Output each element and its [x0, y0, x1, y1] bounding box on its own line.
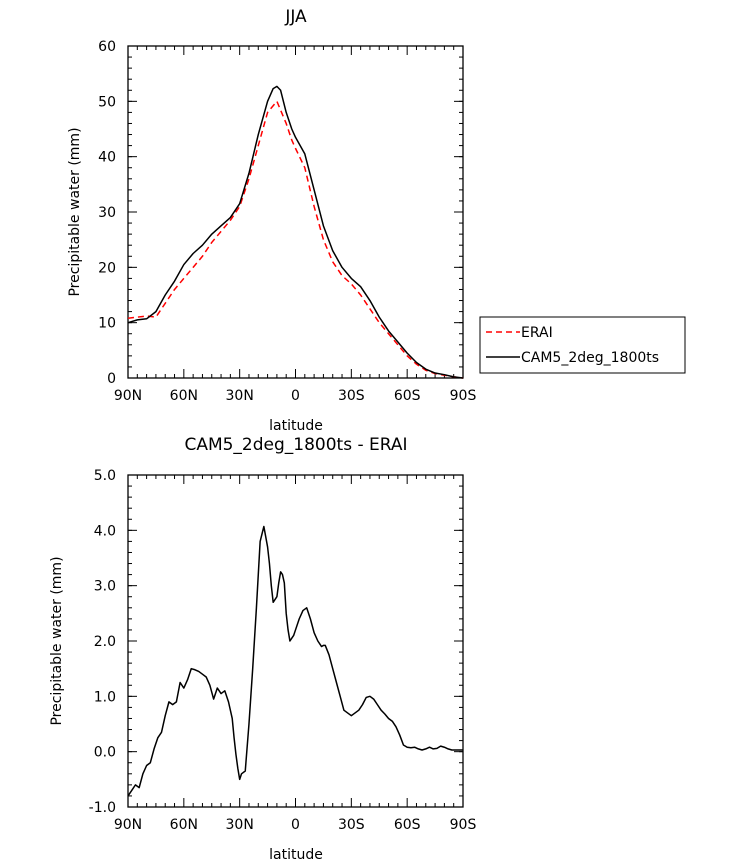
bottom-chart-title: CAM5_2deg_1800ts - ERAI: [184, 435, 407, 455]
top-series-group: [127, 85, 464, 379]
top-x-axis-label: latitude: [269, 418, 323, 434]
top-chart-title: JJA: [284, 7, 307, 27]
bottom-x-tick-label: 90S: [450, 817, 477, 833]
bottom-x-axis-label: latitude: [269, 847, 323, 863]
legend-cam5-label: CAM5_2deg_1800ts: [521, 350, 659, 366]
bottom-y-tick-label: 3.0: [94, 579, 116, 595]
bottom-x-tick-label: 30N: [226, 817, 254, 833]
bottom-y-tick-label: 1.0: [94, 689, 116, 705]
top-y-axis-label: Precipitable water (mm): [67, 127, 83, 296]
top-x-tick-label: 0: [291, 388, 300, 404]
top-y-tick-label: 30: [98, 205, 116, 221]
bottom-panel: CAM5_2deg_1800ts - ERAI 90N 60N 30N 0 30S 60S…: [49, 435, 476, 863]
bottom-x-tick-label: 60N: [170, 817, 198, 833]
top-panel: JJA 90N 60N 30N 0 30S 60S 90S 0 10 20 30 40 50 60 lat…: [67, 7, 476, 434]
top-y-tick-label: 20: [98, 260, 116, 276]
top-plot-frame: [127, 45, 464, 379]
bottom-x-tick-label: 0: [291, 817, 300, 833]
bottom-y-tick-label: -1.0: [89, 800, 116, 816]
bottom-y-tick-label: 4.0: [94, 523, 116, 539]
legend-box: [479, 316, 686, 374]
bottom-series-line-diff-0: [127, 525, 463, 797]
legend-erai-label: ERAI: [521, 325, 553, 341]
top-x-tick-label: 30N: [226, 388, 254, 404]
top-y-tick-label: 50: [98, 94, 116, 110]
top-x-tick-label: 60N: [170, 388, 198, 404]
bottom-y-axis-label: Precipitable water (mm): [49, 556, 65, 725]
top-series-line-erai: [127, 100, 464, 379]
bottom-plot-frame: [127, 474, 464, 808]
top-y-tick-label: 60: [98, 39, 116, 55]
top-series-line-cam5-2deg-1800ts: [127, 85, 464, 379]
bottom-y-tick-label: 5.0: [94, 468, 116, 484]
top-y-tick-label: 40: [98, 150, 116, 166]
bottom-x-tick-label: 30S: [338, 817, 365, 833]
top-x-tick-label: 30S: [338, 388, 365, 404]
top-x-tick-label: 60S: [394, 388, 421, 404]
bottom-y-tick-label: 0.0: [94, 745, 116, 761]
top-y-tick-label: 0: [107, 371, 116, 387]
top-x-tick-label: 90N: [114, 388, 142, 404]
top-axis-ticks: 90N 60N 30N 0 30S 60S 90S 0 10 20 30 40 50 60: [98, 39, 476, 404]
bottom-axis-ticks: 90N 60N 30N 0 30S 60S 90S -1.0 0.0 1.0 2.0 3.0 4.0 5.…: [89, 468, 477, 833]
bottom-x-tick-label: 90N: [114, 817, 142, 833]
bottom-x-tick-label: 60S: [394, 817, 421, 833]
bottom-y-tick-label: 2.0: [94, 634, 116, 650]
top-x-tick-label: 90S: [450, 388, 477, 404]
legend: ERAI CAM5_2deg_1800ts: [479, 316, 686, 374]
bottom-series-group: [127, 525, 463, 797]
top-y-tick-label: 10: [98, 316, 116, 332]
